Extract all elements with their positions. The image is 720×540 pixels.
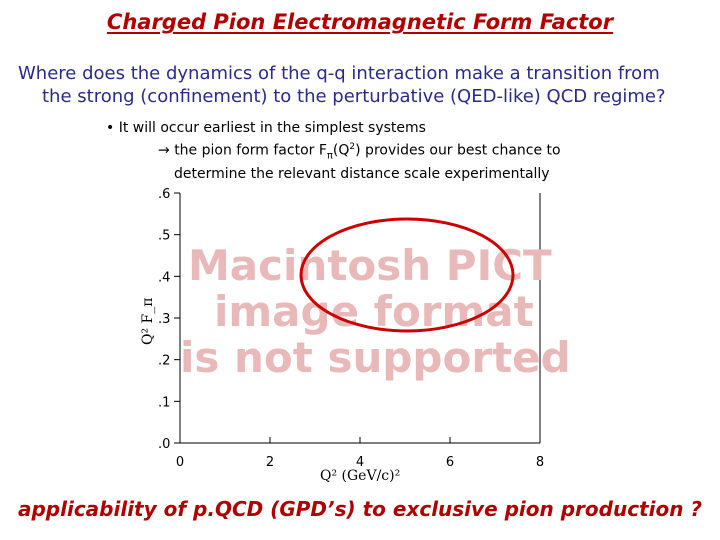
- question-line-1: Where does the dynamics of the q-q inter…: [18, 63, 660, 84]
- x-tick-label: 6: [446, 455, 454, 470]
- y-ticks: .0 .1 .2 .3 .4 .5 .6: [158, 187, 180, 452]
- x-tick-label: 0: [176, 455, 184, 470]
- x-tick-label: 8: [536, 455, 544, 470]
- y-tick-label: .2: [158, 354, 170, 369]
- q-squared: 2: [349, 142, 356, 152]
- question-line-2: the strong (confinement) to the perturba…: [42, 86, 666, 107]
- y-tick-label: .0: [158, 437, 170, 452]
- pi-subscript: π: [326, 150, 333, 162]
- sub-prefix: the pion form factor F: [174, 142, 327, 159]
- x-tick-label: 2: [266, 455, 274, 470]
- y-axis-label: Q² F_π: [140, 298, 156, 345]
- bullet-text: It will occur earliest in the simplest s…: [118, 120, 426, 136]
- question-text: Where does the dynamics of the q-q inter…: [18, 62, 708, 108]
- x-axis-label: Q² (GeV/c)²: [320, 468, 400, 484]
- sub-bullet-line-2: determine the relevant distance scale ex…: [174, 166, 550, 183]
- y-tick-label: .3: [158, 312, 170, 327]
- footer-question: applicability of p.QCD (GPD’s) to exclus…: [17, 497, 703, 521]
- sub-bullet: → the pion form factor Fπ(Q2) provides o…: [158, 138, 561, 183]
- x-ticks: 0 2 4 6 8: [176, 437, 544, 470]
- q-open: (Q: [332, 142, 350, 159]
- y-tick-label: .4: [158, 270, 170, 285]
- y-tick-label: .1: [158, 395, 170, 410]
- slide-title: Charged Pion Electromagnetic Form Factor: [106, 10, 614, 34]
- sub-rest: ) provides our best chance to: [355, 142, 561, 159]
- y-tick-label: .5: [158, 229, 170, 244]
- sub-bullet-line-1: → the pion form factor Fπ(Q2) provides o…: [158, 138, 561, 165]
- placeholder-line-1: Macintosh PICT: [188, 241, 552, 290]
- highlight-ellipse: [299, 217, 515, 333]
- y-tick-label: .6: [158, 187, 170, 202]
- bullet-marker: •: [106, 120, 115, 136]
- x-tick-label: 4: [356, 455, 364, 470]
- arrow-icon: →: [158, 142, 170, 159]
- placeholder-line-3: is not supported: [180, 333, 571, 382]
- bullet-point: • It will occur earliest in the simplest…: [106, 120, 426, 136]
- unsupported-image-placeholder: Macintosh PICT image format is not suppo…: [180, 241, 571, 382]
